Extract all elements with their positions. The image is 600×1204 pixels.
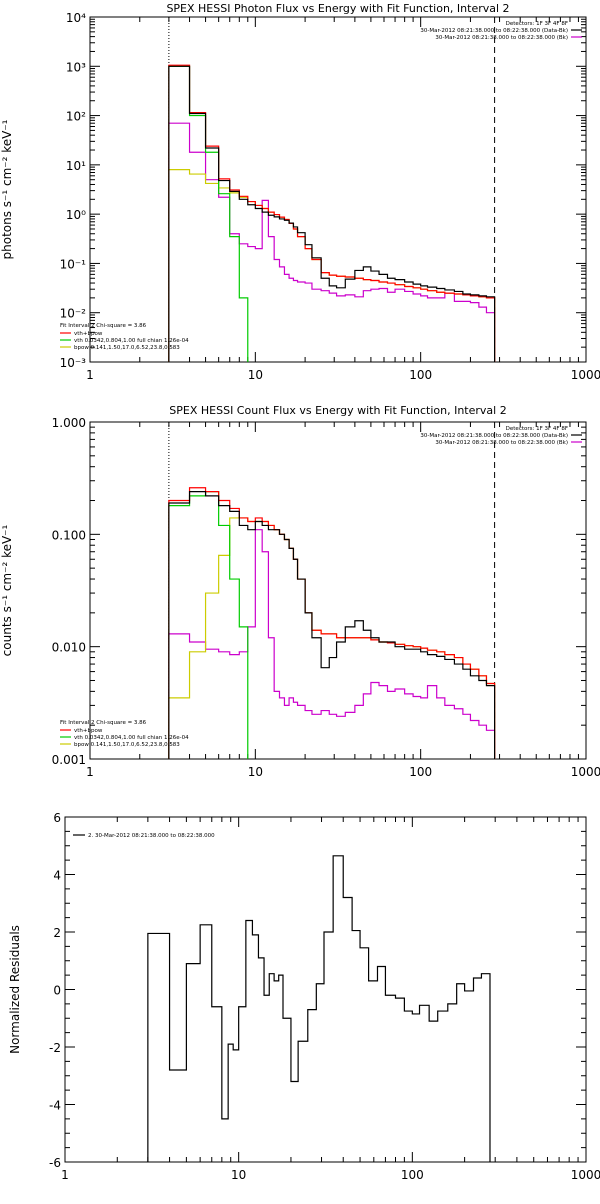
y-tick-label: -4 (49, 1099, 61, 1113)
y-tick-label: 10² (66, 110, 86, 124)
legend-interval: 30-Mar-2012 08:21:38.000 to 08:22:38.000… (435, 440, 568, 446)
x-tick-label: 1000 (571, 1168, 600, 1182)
y-tick-label: 0 (53, 984, 61, 998)
legend-entry: 2. 30-Mar-2012 08:21:38.000 to 08:22:38.… (88, 833, 215, 839)
series-line-model_total (168, 64, 496, 362)
y-tick-label: 0.100 (52, 528, 86, 542)
legend-entry: bpow 0.141,1.50,17.0,6.52,23.8,0.583 (74, 345, 180, 351)
legend-fit-header: Fit Interval 2 Chi-square = 3.86 (60, 323, 147, 329)
x-tick-label: 10 (248, 368, 263, 382)
legend-interval: 30-Mar-2012 08:21:38.000 to 08:22:38.000… (435, 35, 568, 41)
legend-interval: 30-Mar-2012 08:21:38.000 to 08:22:38.000… (420, 433, 568, 439)
legend-entry: vth 0.0342,0.804,1.00 full chian 1.26e-0… (74, 735, 189, 741)
y-tick-label: 10⁻² (60, 307, 87, 321)
series-line-background_model (168, 122, 496, 362)
y-tick-label: 6 (53, 811, 61, 825)
x-tick-label: 10 (248, 765, 263, 779)
legend-interval: 30-Mar-2012 08:21:38.000 to 08:22:38.000… (420, 28, 568, 34)
series-line-residual (147, 855, 491, 1162)
y-tick-label: 10⁻¹ (60, 257, 87, 271)
legend-entry: vth 0.0342,0.804,1.00 full chian 1.26e-0… (74, 338, 189, 344)
x-tick-label: 1000 (571, 368, 600, 382)
y-tick-label: 1.000 (52, 416, 86, 430)
y-tick-label: 10⁻³ (60, 356, 87, 370)
y-tick-label: 4 (53, 869, 61, 883)
count-flux-panel: SPEX HESSI Count Flux vs Energy with Fit… (0, 404, 600, 779)
plot-frame (89, 421, 587, 760)
x-tick-label: 1 (61, 1168, 69, 1182)
legend-entry: bpow 0.141,1.50,17.0,6.52,23.8,0.583 (74, 742, 180, 748)
x-tick-label: 1000 (571, 765, 600, 779)
y-tick-label: -6 (49, 1156, 61, 1170)
x-tick-label: 100 (409, 765, 432, 779)
series-line-model_total (168, 487, 496, 759)
photon-flux-panel: SPEX HESSI Photon Flux vs Energy with Fi… (0, 2, 600, 382)
legend-detectors: Detectors: 1F 3F 4F 8F (506, 21, 568, 27)
legend-top-left: 2. 30-Mar-2012 08:21:38.000 to 08:22:38.… (73, 833, 215, 839)
series-line-data (168, 491, 496, 759)
x-tick-label: 100 (401, 1168, 424, 1182)
y-tick-label: 10¹ (66, 159, 86, 173)
legend-entry: vth+bpow (74, 728, 103, 734)
y-axis-label: photons s⁻¹ cm⁻² keV⁻¹ (0, 119, 14, 259)
legend-entry: vth+bpow (74, 331, 103, 337)
y-tick-label: 0.010 (52, 641, 86, 655)
legend-fit-header: Fit Interval 2 Chi-square = 3.86 (60, 720, 147, 726)
legend-detectors: Detectors: 1F 3F 4F 8F (506, 426, 568, 432)
legend-bottom-left: Fit Interval 2 Chi-square = 3.86 vth+bpow… (60, 720, 189, 748)
y-tick-label: 2 (53, 926, 61, 940)
x-tick-label: 1 (86, 765, 94, 779)
y-tick-label: 10³ (66, 60, 86, 74)
legend-bottom-left: Fit Interval 2 Chi-square = 3.86 vth+bpow… (60, 323, 189, 351)
y-tick-label: 0.001 (52, 753, 86, 767)
chart-title: SPEX HESSI Count Flux vs Energy with Fit… (169, 404, 506, 417)
chart-title: SPEX HESSI Photon Flux vs Energy with Fi… (166, 2, 509, 15)
x-tick-label: 10 (231, 1168, 246, 1182)
y-axis-label: Normalized Residuals (8, 925, 22, 1054)
series-line-data (168, 65, 496, 362)
residuals-panel: Normalized Residuals 1 10 100 1000 -6 -4 -2 0 2 4 6… (8, 811, 600, 1182)
y-tick-label: 10⁴ (66, 11, 86, 25)
series-line-background_model (168, 529, 496, 759)
plot-frame (89, 16, 587, 363)
y-tick-label: -2 (49, 1041, 61, 1055)
y-tick-label: 10⁰ (66, 208, 86, 222)
x-tick-label: 100 (409, 368, 432, 382)
y-axis-label: counts s⁻¹ cm⁻² keV⁻¹ (0, 524, 14, 656)
x-tick-label: 1 (86, 368, 94, 382)
